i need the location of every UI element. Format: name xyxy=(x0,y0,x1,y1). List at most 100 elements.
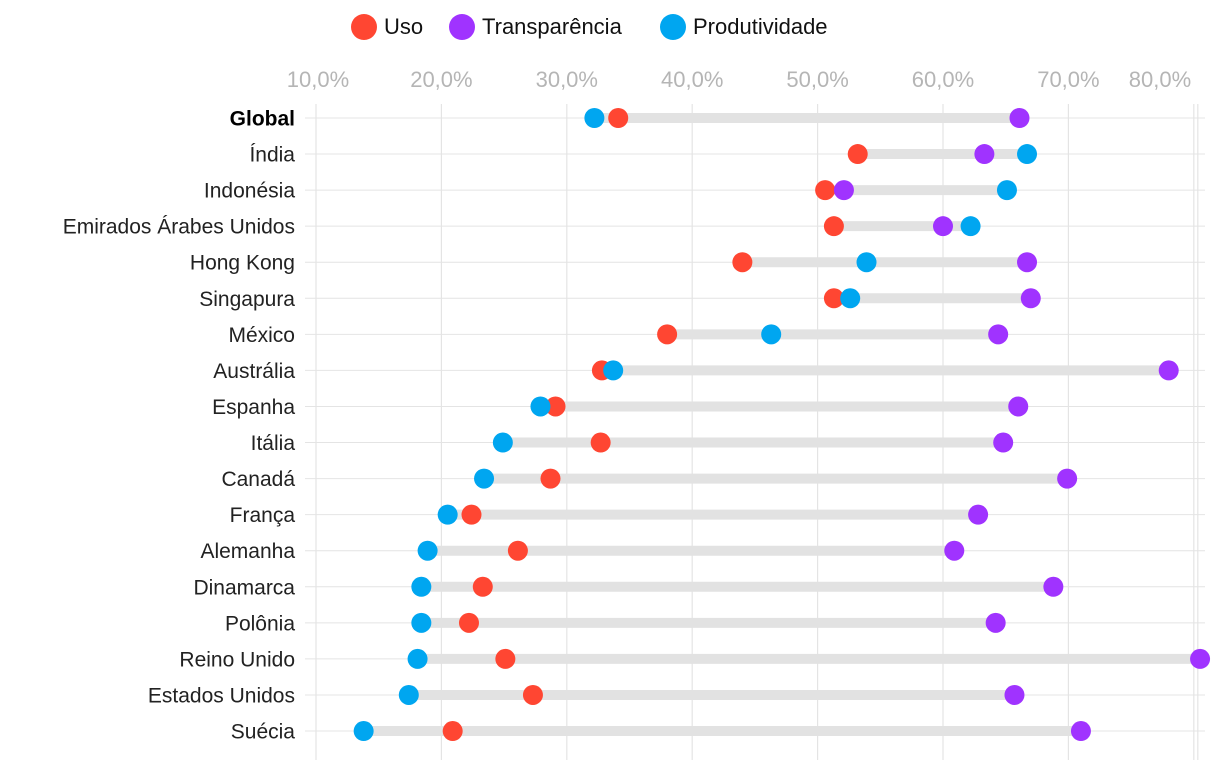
dot-transparencia xyxy=(1004,684,1025,705)
dot-transparencia xyxy=(1008,396,1029,417)
dot-uso xyxy=(472,576,493,597)
row-singapura: Singapura xyxy=(199,288,1205,311)
category-label: México xyxy=(228,324,295,347)
dot-uso xyxy=(442,721,463,742)
category-label: Emirados Árabes Unidos xyxy=(63,216,295,239)
grid-lines xyxy=(315,104,1199,760)
category-label: Estados Unidos xyxy=(148,684,295,707)
dot-produtividade xyxy=(437,504,458,525)
row-canada: Canadá xyxy=(221,468,1205,491)
category-label: França xyxy=(230,504,296,527)
category-label: Indonésia xyxy=(204,180,295,203)
dot-uso xyxy=(608,108,629,128)
legend-swatch-uso xyxy=(351,14,377,40)
row-suecia: Suécia xyxy=(231,721,1205,744)
dot-transparencia xyxy=(968,504,989,525)
dot-transparencia xyxy=(1020,288,1041,309)
legend: Uso Transparência Produtividade xyxy=(351,14,828,40)
x-tick-label: 80,0% xyxy=(1129,67,1191,92)
dot-uso xyxy=(823,288,844,309)
dot-transparencia xyxy=(1043,576,1064,597)
dot-uso xyxy=(545,396,566,417)
legend-label-uso: Uso xyxy=(384,14,423,39)
dot-produtividade xyxy=(1017,144,1038,165)
dot-uso xyxy=(522,684,543,705)
dot-produtividade xyxy=(417,540,438,561)
dot-produtividade xyxy=(840,288,861,309)
row-reino-unido: Reino Unido xyxy=(179,648,1211,671)
row-hong-kong: Hong Kong xyxy=(190,252,1205,275)
x-tick-label: 10,0% xyxy=(287,67,349,92)
dot-transparencia xyxy=(944,540,965,561)
category-label: Canadá xyxy=(221,468,295,491)
dot-uso xyxy=(823,216,844,237)
dot-produtividade xyxy=(474,468,495,489)
dot-uso xyxy=(540,468,561,489)
legend-label-produtividade: Produtividade xyxy=(693,14,828,39)
dot-produtividade xyxy=(856,252,877,273)
dot-transparencia xyxy=(988,324,1009,345)
x-axis-ticks: 10,0% 20,0% 30,0% 40,0% 50,0% 60,0% 70,0% 80,0% xyxy=(287,67,1191,92)
chart-rows: Global Índia Indonésia Emirados Árabes Unid… xyxy=(63,108,1211,744)
row-polonia: Polônia xyxy=(225,612,1205,635)
x-tick-label: 30,0% xyxy=(536,67,598,92)
x-tick-label: 20,0% xyxy=(410,67,472,92)
row-mexico: México xyxy=(228,324,1205,347)
category-label: Índia xyxy=(249,144,295,167)
category-label: Austrália xyxy=(213,360,295,383)
dot-produtividade xyxy=(603,360,624,381)
dot-transparencia xyxy=(833,180,854,201)
dot-uso xyxy=(657,324,678,345)
x-tick-label: 40,0% xyxy=(661,67,723,92)
dot-transparencia xyxy=(985,612,1006,633)
category-label: Dinamarca xyxy=(193,576,295,599)
category-label: Global xyxy=(230,108,295,131)
row-espanha: Espanha xyxy=(212,396,1205,419)
dot-produtividade xyxy=(530,396,551,417)
category-label: Suécia xyxy=(231,721,296,744)
x-tick-label: 60,0% xyxy=(912,67,974,92)
legend-swatch-produtividade xyxy=(660,14,686,40)
category-label: Singapura xyxy=(199,288,295,311)
dot-produtividade xyxy=(996,180,1017,201)
dot-uso xyxy=(495,648,516,669)
dot-transparencia xyxy=(933,216,953,237)
dot-transparencia xyxy=(1070,721,1091,742)
dot-transparencia xyxy=(974,144,995,165)
dot-produtividade xyxy=(584,108,605,128)
dot-transparencia xyxy=(1190,648,1211,669)
dot-transparencia xyxy=(993,432,1014,453)
row-franca: França xyxy=(230,504,1205,527)
dot-uso xyxy=(458,612,479,633)
dot-uso xyxy=(461,504,482,525)
row-italia: Itália xyxy=(251,432,1205,455)
dot-uso xyxy=(590,432,611,453)
dot-transparencia xyxy=(1009,108,1030,128)
dot-produtividade xyxy=(492,432,513,453)
dot-transparencia xyxy=(1057,468,1078,489)
category-label: Hong Kong xyxy=(190,252,295,275)
category-label: Itália xyxy=(251,432,296,455)
dot-transparencia xyxy=(1017,252,1038,273)
category-label: Polônia xyxy=(225,612,295,635)
dot-transparencia xyxy=(1158,360,1179,381)
row-estados-unidos: Estados Unidos xyxy=(148,684,1205,707)
category-label: Alemanha xyxy=(200,540,295,563)
x-tick-label: 50,0% xyxy=(786,67,848,92)
row-alemanha: Alemanha xyxy=(200,540,1205,563)
x-tick-label: 70,0% xyxy=(1037,67,1099,92)
row-emirados-arabes-unidos: Emirados Árabes Unidos xyxy=(63,216,1205,239)
dot-produtividade xyxy=(411,612,432,633)
dot-produtividade xyxy=(353,721,374,742)
dot-produtividade xyxy=(398,684,419,705)
row-australia: Austrália xyxy=(213,360,1205,383)
dot-uso xyxy=(847,144,868,165)
dot-produtividade xyxy=(761,324,782,345)
category-label: Espanha xyxy=(212,396,295,419)
legend-label-transparencia: Transparência xyxy=(482,14,623,39)
dot-uso xyxy=(507,540,528,561)
row-india: Índia xyxy=(249,144,1205,167)
dot-produtividade xyxy=(960,216,981,237)
row-indonesia: Indonésia xyxy=(204,180,1205,203)
